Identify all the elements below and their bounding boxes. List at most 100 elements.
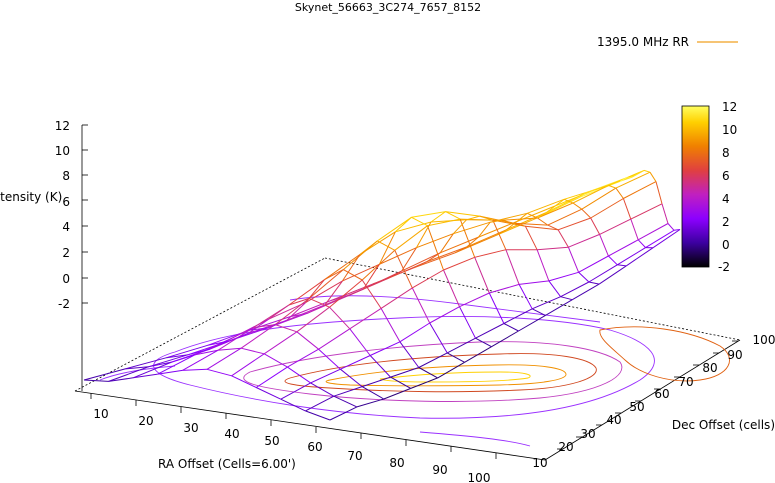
surface-mesh-line	[369, 341, 401, 356]
surface-mesh-line	[410, 377, 438, 389]
surface-mesh-line	[349, 307, 382, 330]
surface-mesh-line	[361, 386, 385, 400]
surface-mesh-line	[399, 322, 430, 343]
colorbar-gradient	[681, 105, 710, 268]
y-axis: 10 20 30 40 50 60 70 80 90 100 Dec Offse…	[532, 333, 775, 470]
surface-mesh-line	[567, 247, 580, 273]
surface-mesh-line	[491, 330, 519, 348]
surface-mesh-line	[466, 236, 479, 248]
x-tick-label: 20	[138, 414, 153, 428]
surface-mesh-line	[557, 217, 591, 231]
surface-mesh-line	[231, 375, 257, 388]
surface-mesh-line	[506, 221, 518, 231]
x-axis: 10 20 30 40 50 60 70 80 90 100 RA Offset…	[90, 393, 497, 483]
surface-mesh-line	[290, 299, 332, 318]
surface-mesh-line	[83, 379, 109, 382]
surface-mesh-line	[617, 264, 627, 267]
surface-mesh-line	[631, 173, 639, 178]
surface-mesh-line	[474, 257, 490, 294]
surface-mesh-line	[537, 202, 574, 219]
y-tick-label: 20	[558, 440, 573, 454]
surface-mesh-line	[426, 252, 441, 263]
surface-mesh-line	[287, 366, 311, 384]
colorbar-tick-label: 8	[722, 146, 730, 160]
surface-mesh-line	[466, 229, 507, 248]
surface-mesh-line	[369, 355, 391, 378]
surface-mesh-line	[288, 297, 310, 306]
surface-mesh-line	[619, 177, 627, 182]
surface-mesh-line	[518, 314, 546, 332]
colorbar-tick-label: 0	[722, 238, 730, 252]
surface-mesh-line	[194, 349, 218, 356]
surface-mesh-line	[548, 271, 579, 282]
surface-mesh-line	[217, 327, 254, 351]
surface-mesh-line	[209, 337, 232, 350]
surface-mesh-line	[454, 246, 468, 254]
surface-mesh-line	[307, 304, 326, 314]
surface-mesh-line	[475, 323, 505, 339]
z-tick-label: 4	[62, 220, 70, 234]
x-tick-label: 30	[183, 421, 198, 435]
z-tick-label: 2	[62, 246, 70, 260]
surface-mesh	[83, 169, 681, 421]
surface-mesh-line	[125, 357, 167, 370]
colorbar: 12 10 8 6 4 2 0 -2	[681, 100, 737, 274]
surface-mesh-line	[466, 215, 480, 221]
surface-mesh-line	[372, 278, 388, 285]
surface-mesh-line	[255, 387, 282, 400]
surface-mesh-line	[318, 328, 351, 350]
surface-mesh-line	[586, 189, 594, 194]
surface-mesh-line	[578, 271, 590, 283]
surface-mesh-line	[426, 246, 467, 263]
x-axis-label: RA Offset (Cells=6.00')	[158, 457, 296, 471]
surface-mesh-line	[548, 280, 562, 297]
surface-mesh-line	[446, 337, 476, 354]
x-axis-ticks	[90, 393, 497, 459]
x-tick-label: 100	[468, 471, 491, 483]
z-tick-label: 0	[62, 272, 70, 286]
surface-mesh-line	[268, 304, 290, 320]
surface-mesh-line	[227, 332, 249, 342]
y-tick-label: 100	[753, 333, 775, 347]
surface-mesh-line	[401, 247, 417, 272]
surface-mesh-line	[324, 280, 343, 306]
surface-mesh-line	[598, 265, 627, 285]
surface-mesh-line	[171, 354, 195, 363]
surface-mesh-line	[413, 252, 456, 269]
surface-mesh-line	[578, 192, 587, 199]
surface-mesh-line	[240, 324, 276, 349]
surface-mesh-line	[560, 296, 573, 301]
surface-mesh-line	[554, 198, 565, 207]
surface-mesh-line	[459, 292, 490, 308]
surface-mesh-line	[617, 247, 646, 266]
surface-mesh-line	[600, 184, 609, 189]
surface-mesh-line	[207, 340, 229, 346]
surface-mesh-line	[637, 239, 646, 248]
surface-mesh-line	[231, 353, 265, 377]
surface-mesh-line	[263, 353, 288, 368]
surface-mesh-line	[394, 250, 413, 289]
surface-mesh-line	[496, 217, 538, 236]
surface-mesh-line	[288, 279, 325, 306]
surface-mesh-line	[531, 308, 546, 316]
surface-mesh-line	[563, 198, 574, 204]
surface-mesh-line	[290, 312, 308, 318]
x-tick-label: 70	[347, 449, 362, 463]
surface-mesh-line	[429, 306, 460, 324]
surface-mesh-line	[643, 169, 651, 173]
surface-mesh-line	[440, 236, 479, 254]
surface-mesh-line	[296, 306, 330, 333]
surface-mesh-line	[537, 246, 569, 251]
surface-mesh-line	[411, 287, 431, 324]
surface-mesh-line	[445, 211, 461, 220]
surface-mesh-line	[588, 281, 600, 285]
surface-mesh-line	[157, 354, 195, 375]
surface-mesh-line	[623, 181, 657, 199]
floor-frame	[74, 125, 741, 461]
surface-mesh-line	[513, 222, 526, 227]
surface-mesh-line	[240, 347, 265, 355]
surface-mesh-line	[568, 233, 600, 248]
surface-mesh-line	[590, 217, 601, 235]
surface-mesh-line	[305, 279, 325, 303]
